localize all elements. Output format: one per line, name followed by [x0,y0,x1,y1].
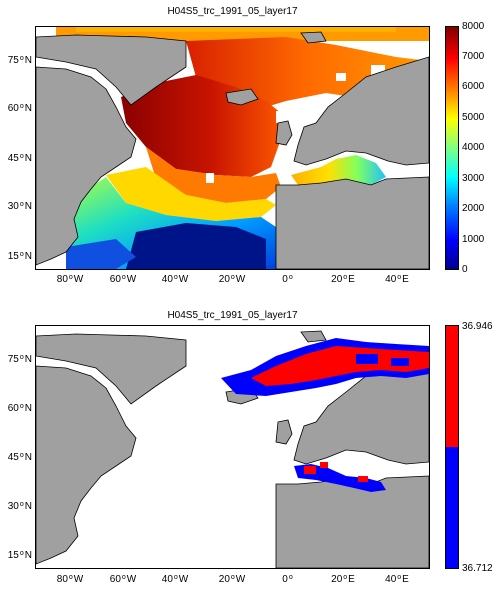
top-lon-tick: 40oW [161,274,189,285]
bottom-map-title: H04S5_trc_1991_05_layer17 [167,310,298,321]
top-lon-tick: 80oW [56,274,84,285]
bottom-colorbar-min-label: 36.712 [462,563,493,574]
bottom-colorbar [445,325,459,569]
top-colorbar-tick: 4000 [462,142,485,153]
bottom-lat-tick: 15oN [7,550,32,561]
top-colorbar-tick: 3000 [462,173,485,184]
top-lon-tick: 40oE [385,274,409,285]
bottom-lon-tick: 40oE [385,574,409,585]
top-lon-tick: 20oE [331,274,355,285]
bottom-map-canvas [36,326,429,568]
top-lon-tick: 20oW [218,274,246,285]
top-colorbar-tick: 1000 [462,234,485,245]
top-map-title: H04S5_trc_1991_05_layer17 [167,6,298,17]
top-colorbar-tick: 0 [462,264,468,275]
bottom-lon-tick: 40oW [161,574,189,585]
top-lat-tick: 15oN [7,251,32,262]
top-colorbar-tick: 7000 [462,51,485,62]
bottom-lon-tick: 20oE [331,574,355,585]
bottom-lon-tick: 0o [282,574,293,585]
bottom-land [36,330,429,568]
top-colorbar-tick: 6000 [462,81,485,92]
bottom-lon-tick: 80oW [56,574,84,585]
bottom-lat-tick: 30oN [7,501,32,512]
top-lat-tick: 30oN [7,201,32,212]
bottom-lat-tick: 60oN [7,403,32,414]
top-map [35,26,430,270]
top-lon-tick: 60oW [109,274,137,285]
top-colorbar-tick: 8000 [462,21,485,32]
bottom-lon-tick: 20oW [218,574,246,585]
bottom-lat-tick: 75oN [7,354,32,365]
bottom-map [35,325,430,569]
top-map-canvas [36,27,429,269]
top-colorbar [445,26,459,270]
top-lon-tick: 0o [282,274,293,285]
bottom-lon-tick: 60oW [109,574,137,585]
top-colorbar-tick: 2000 [462,203,485,214]
top-colorbar-tick: 5000 [462,112,485,123]
bottom-class-field [221,338,429,492]
top-lat-tick: 75oN [7,55,32,66]
top-lat-tick: 60oN [7,103,32,114]
top-lat-tick: 45oN [7,153,32,164]
bottom-lat-tick: 45oN [7,452,32,463]
bottom-colorbar-max-label: 36.946 [462,321,493,332]
top-land [36,31,429,269]
